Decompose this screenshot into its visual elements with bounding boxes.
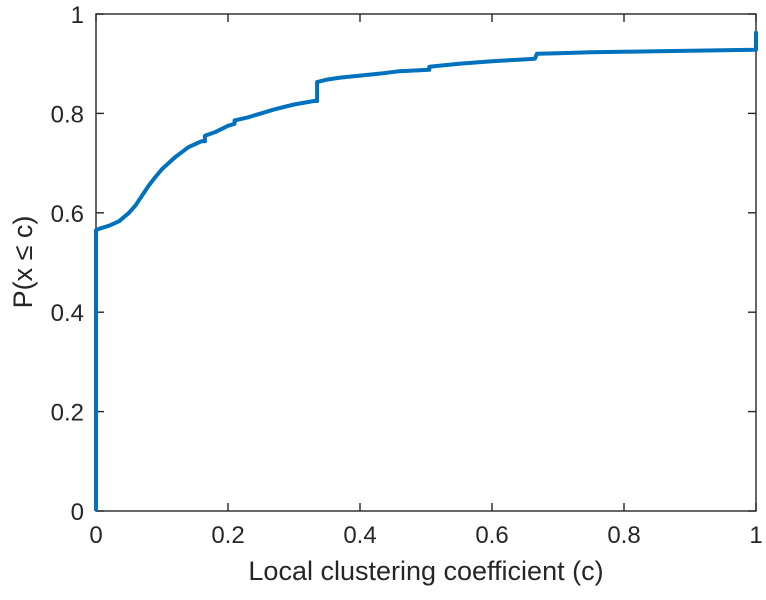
x-tick-label: 1: [749, 522, 762, 549]
plot-area: 0 0.2 0.4 0.6 0.8 1 0 0.2 0.4 0.6 0.8 1: [51, 2, 763, 549]
y-tick-label: 1: [71, 2, 84, 29]
x-tick-label: 0.4: [343, 522, 376, 549]
x-axis-label: Local clustering coefficient (c): [248, 556, 603, 586]
y-tick-label: 0.4: [51, 300, 84, 327]
x-tick-label: 0.8: [607, 522, 640, 549]
x-tick-label: 0.2: [211, 522, 244, 549]
y-tick-label: 0.2: [51, 400, 84, 427]
plot-box: [95, 13, 757, 512]
y-tick-label: 0.8: [51, 101, 84, 128]
x-tick-label: 0.6: [475, 522, 508, 549]
x-tick-label: 0: [89, 522, 102, 549]
y-tick-label: 0.6: [51, 201, 84, 228]
cdf-curve: [94, 31, 758, 511]
y-axis-label: P(x ≤ c): [8, 216, 38, 309]
y-tick-label: 0: [71, 499, 84, 526]
